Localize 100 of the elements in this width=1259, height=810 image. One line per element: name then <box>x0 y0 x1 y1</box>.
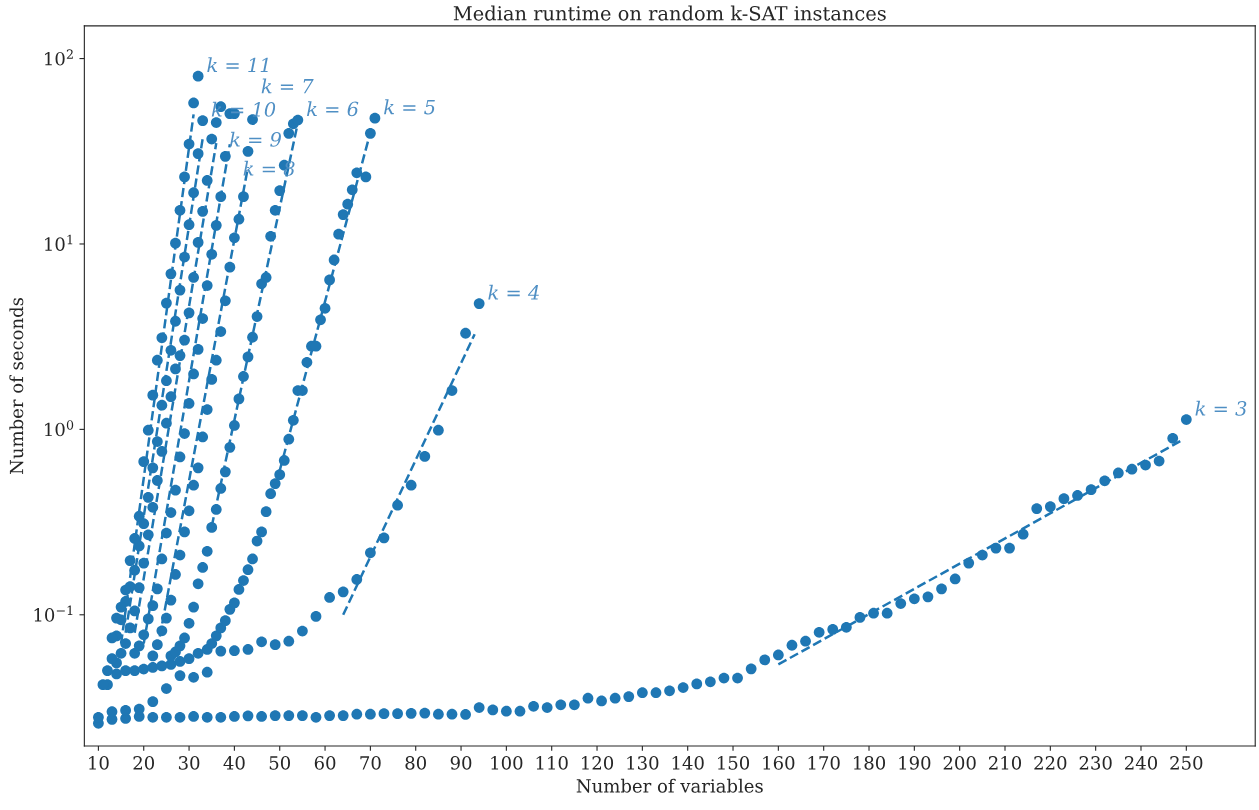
point <box>129 647 141 659</box>
point <box>147 696 159 708</box>
point <box>183 219 195 231</box>
point <box>224 261 236 273</box>
point <box>138 629 150 641</box>
annotation: k = 9 <box>229 131 281 147</box>
point <box>247 553 258 565</box>
point <box>170 315 181 327</box>
point <box>269 639 281 651</box>
point <box>115 647 127 659</box>
point <box>156 553 168 565</box>
point <box>192 237 204 248</box>
point <box>297 625 308 637</box>
point <box>369 112 381 124</box>
point <box>473 298 485 309</box>
x-tick-label: 200 <box>943 756 976 770</box>
point <box>174 670 186 681</box>
point <box>147 389 159 401</box>
point <box>138 456 150 468</box>
point <box>192 462 204 474</box>
point <box>179 334 190 346</box>
point <box>179 526 190 538</box>
point <box>265 230 277 242</box>
x-tick-label: 110 <box>536 756 568 770</box>
point <box>192 344 204 355</box>
point <box>142 424 154 436</box>
point <box>188 187 199 199</box>
x-tick-label: 80 <box>405 756 426 770</box>
point <box>151 475 163 486</box>
point <box>183 307 195 319</box>
point <box>192 647 204 659</box>
x-tick-label: 50 <box>269 756 291 770</box>
point <box>129 533 141 544</box>
y-tick-label: 10$^{1}$ <box>45 234 73 251</box>
x-tick-label: 120 <box>582 756 614 770</box>
x-tick-label: 70 <box>360 756 381 770</box>
point <box>174 640 186 652</box>
x-tick-label: 150 <box>717 756 750 770</box>
point <box>192 578 204 590</box>
point <box>283 127 295 139</box>
point <box>188 601 199 613</box>
point <box>129 605 141 617</box>
point <box>269 204 281 216</box>
point <box>161 683 172 694</box>
point <box>142 491 154 503</box>
point <box>188 272 199 283</box>
point <box>165 507 177 518</box>
point <box>333 228 345 240</box>
point <box>283 635 295 647</box>
point <box>260 272 272 283</box>
point <box>229 597 240 609</box>
point <box>365 547 376 559</box>
annotation: k = 3 <box>1195 400 1247 416</box>
point <box>188 97 199 109</box>
point <box>142 529 154 541</box>
point <box>251 535 263 547</box>
point <box>197 431 209 443</box>
x-tick-label: 240 <box>1124 756 1158 770</box>
point <box>102 665 113 676</box>
point <box>183 653 195 665</box>
point <box>179 632 190 644</box>
point <box>265 488 277 500</box>
x-tick-label: 210 <box>988 756 1022 770</box>
point <box>147 650 159 662</box>
point <box>242 564 254 576</box>
point <box>215 483 227 494</box>
point <box>238 575 249 586</box>
point <box>147 600 159 612</box>
point <box>242 644 254 655</box>
point <box>201 404 213 415</box>
point <box>215 326 227 337</box>
point <box>133 582 145 594</box>
point <box>315 314 326 326</box>
point <box>433 424 444 436</box>
point <box>238 371 249 382</box>
point <box>183 617 195 629</box>
point <box>133 510 145 522</box>
point <box>233 213 245 225</box>
point <box>188 479 199 491</box>
point <box>337 586 349 598</box>
point <box>301 356 313 368</box>
point <box>170 363 181 375</box>
point <box>446 385 458 396</box>
point <box>351 167 363 179</box>
point <box>170 484 181 496</box>
x-tick-label: 20 <box>133 756 155 770</box>
point <box>206 522 218 533</box>
point <box>151 639 163 651</box>
annotation: k = 5 <box>384 99 435 115</box>
point <box>165 594 177 606</box>
point <box>346 184 358 196</box>
point <box>174 284 186 296</box>
point <box>188 368 199 380</box>
point <box>206 133 218 145</box>
point <box>392 499 403 511</box>
point <box>365 127 376 139</box>
point <box>274 469 286 481</box>
point <box>210 219 222 231</box>
x-tick-label: 250 <box>1170 756 1203 770</box>
point <box>247 331 258 343</box>
